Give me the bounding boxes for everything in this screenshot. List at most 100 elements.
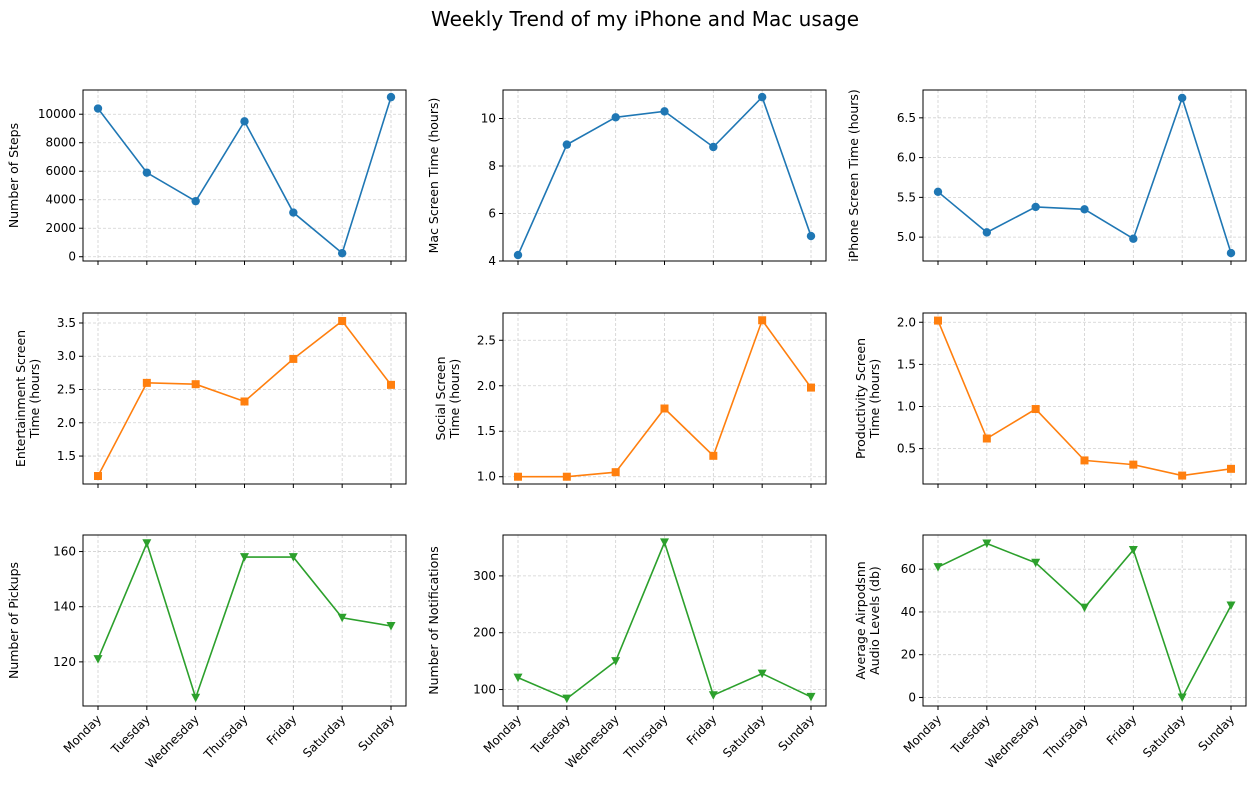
data-point (240, 553, 249, 562)
data-point (93, 104, 103, 113)
x-tick-label: Thursday (201, 712, 251, 762)
data-point (289, 208, 298, 217)
data-point (708, 691, 718, 700)
data-point (1031, 405, 1040, 414)
data-point (806, 231, 816, 241)
y-tick-label: 10 (481, 112, 496, 126)
data-point (288, 553, 298, 562)
y-tick-label: 2.5 (477, 333, 496, 347)
y-tick-label: 3.5 (57, 316, 76, 330)
data-point (1226, 248, 1236, 258)
x-tick-label: Thursday (621, 712, 671, 762)
y-tick-label: 1.5 (57, 449, 76, 463)
data-point (1128, 545, 1138, 555)
axes-frame (922, 89, 1247, 262)
y-tick-label: 300 (473, 569, 496, 583)
data-point (191, 693, 201, 703)
data-point (660, 538, 669, 547)
x-tick-label: Sunday (1195, 712, 1237, 754)
y-axis-label: Time (hours) (867, 359, 882, 439)
data-point (562, 694, 572, 704)
y-tick-label: 2.5 (57, 383, 76, 397)
data-point (386, 622, 396, 631)
data-point (240, 117, 249, 126)
data-point (757, 92, 767, 102)
y-tick-label: 20 (901, 648, 916, 662)
data-point (709, 142, 718, 152)
axes-frame (502, 89, 827, 262)
data-point (611, 468, 620, 477)
x-tick-label: Saturday (1140, 712, 1188, 760)
y-axis-label: Number of Pickups (6, 562, 21, 679)
y-tick-label: 6.0 (897, 151, 916, 165)
y-tick-label: 5.5 (897, 190, 916, 204)
x-tick-label: Monday (901, 712, 944, 755)
figure-title: Weekly Trend of my iPhone and Mac usage (431, 7, 859, 31)
x-tick-label: Sunday (775, 712, 817, 754)
x-tick-label: Sunday (355, 712, 397, 754)
y-tick-label: 6 (488, 207, 496, 221)
y-tick-label: 1.0 (477, 470, 496, 484)
data-point (709, 451, 718, 460)
y-tick-label: 0.5 (897, 442, 916, 456)
y-axis-label: Average Airpodsnn (853, 561, 868, 679)
y-tick-label: 8 (488, 159, 496, 173)
y-tick-label: 4 (488, 254, 496, 268)
y-tick-label: 2.0 (477, 379, 496, 393)
data-point (757, 669, 767, 679)
y-tick-label: 0 (908, 690, 916, 704)
y-tick-label: 3.0 (57, 349, 76, 363)
subplot-1: 0 2000 4000 6000 8000 10000 Number of Steps (6, 89, 407, 265)
y-tick-label: 5.0 (897, 230, 916, 244)
y-tick-label: 200 (473, 626, 496, 640)
data-point (1031, 202, 1040, 212)
x-tick-label: Tuesday (108, 712, 153, 757)
data-point (1129, 460, 1138, 469)
x-tick-label: Thursday (1041, 712, 1091, 762)
data-point (142, 378, 151, 387)
data-point (1080, 205, 1089, 214)
data-point (337, 613, 347, 623)
data-point (611, 657, 621, 666)
subplot-5: 1.0 1.5 2.0 2.5 Social Screen Time (hours) (433, 312, 827, 488)
data-point (240, 397, 249, 406)
data-point (1226, 601, 1236, 611)
data-point (934, 316, 942, 325)
y-axis-label: iPhone Screen Time (hours) (846, 89, 861, 262)
data-point (807, 383, 815, 392)
data-point (982, 228, 992, 237)
data-point (338, 316, 347, 325)
y-axis-label: Entertainment Screen (13, 330, 28, 467)
data-point (93, 655, 103, 664)
y-axis-label: Productivity Screen (853, 338, 868, 459)
data-point (513, 673, 523, 683)
data-point (191, 380, 200, 389)
y-tick-label: 1.0 (897, 400, 916, 414)
data-point (933, 187, 943, 197)
data-point (806, 692, 816, 702)
subplot-4: 1.5 2.0 2.5 3.0 3.5 Entertainment Screen Time … (13, 312, 407, 488)
x-tick-label: Monday (481, 712, 524, 755)
data-point (513, 250, 523, 260)
y-tick-label: 2.0 (897, 315, 916, 329)
y-axis-label: Audio Levels (db) (867, 566, 882, 675)
y-tick-label: 1.5 (477, 424, 496, 438)
y-tick-label: 120 (53, 655, 76, 669)
data-point (562, 472, 571, 481)
y-tick-label: 0 (68, 250, 76, 264)
y-tick-label: 140 (53, 600, 76, 614)
x-tick-label: Tuesday (528, 712, 573, 757)
y-axis-label: Mac Screen Time (hours) (426, 98, 441, 254)
data-point (562, 140, 572, 149)
x-tick-label: Saturday (720, 712, 768, 760)
data-point (337, 248, 347, 258)
y-tick-label: 40 (901, 605, 916, 619)
subplot-6: 0.5 1.0 1.5 2.0 Productivity Screen Time (hou… (853, 312, 1247, 488)
data-point (982, 539, 992, 549)
data-point (1080, 603, 1089, 613)
y-axis-label: Time (hours) (447, 359, 462, 439)
data-point (1177, 693, 1187, 702)
